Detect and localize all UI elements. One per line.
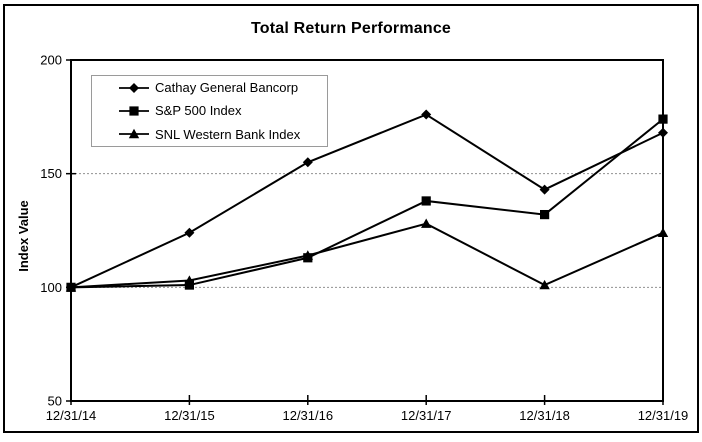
square-marker-icon [66,282,76,292]
y-axis-tick-label: 50 [48,394,62,409]
legend-row-0: Cathay General Bancorp [119,76,327,99]
x-axis-tick-label: 12/31/15 [164,408,215,423]
square-marker-icon [658,114,668,124]
diamond-marker-icon [129,82,139,93]
square-marker-icon [303,253,313,263]
square-marker-icon [129,106,139,116]
square-marker-icon [540,209,550,220]
legend-row-2: SNL Western Bank Index [119,123,327,146]
y-axis-tick-label: 200 [40,53,62,68]
chart-title: Total Return Performance [250,20,452,37]
legend-row-1: S&P 500 Index [119,99,327,122]
legend-label: Cathay General Bancorp [155,80,299,96]
x-axis-tick-label: 12/31/14 [46,408,97,423]
series-line-1 [70,118,664,289]
series-line-0 [70,113,664,289]
diamond-marker-icon [539,184,550,195]
diamond-marker-icon [302,157,313,168]
legend-label: SNL Western Bank Index [155,126,301,142]
y-axis-tick-label: 100 [40,280,62,295]
diamond-marker-icon [184,227,195,238]
x-axis-tick-label: 12/31/18 [519,408,570,423]
y-axis-tick-label: 150 [40,166,62,181]
diamond-marker-icon [658,127,668,138]
triangle-marker-icon [539,279,550,290]
diamond-marker-icon [421,109,432,120]
square-marker-icon [184,280,194,290]
legend-label: S&P 500 Index [155,103,242,119]
x-axis-tick-label: 12/31/19 [638,408,689,423]
x-axis-tick-label: 12/31/16 [282,408,333,423]
legend-triangle-sample-icon [119,129,149,139]
square-marker-icon [421,196,431,206]
series-line-2 [70,222,664,289]
triangle-marker-icon [657,227,669,237]
triangle-marker-icon [421,218,432,228]
legend-diamond-sample-icon [119,82,149,93]
legend-square-sample-icon [119,106,149,116]
legend: Cathay General Bancorp S&P 500 Index SNL W… [91,75,328,147]
triangle-marker-icon [128,129,140,139]
x-axis-tick-label: 12/31/17 [401,408,452,423]
